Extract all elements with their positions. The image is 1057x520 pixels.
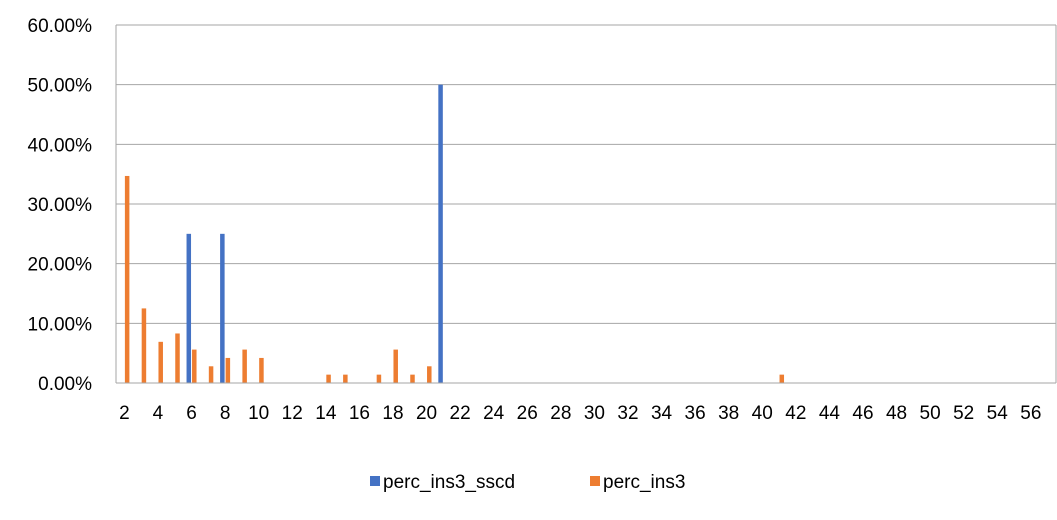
bar-perc_ins3_sscd (186, 233, 192, 383)
bar-perc_ins3 (158, 341, 163, 383)
bar-perc_ins3_sscd (220, 233, 225, 383)
x-tick-label: 44 (819, 403, 841, 424)
x-tick-label: 30 (584, 403, 605, 424)
bar-perc_ins3 (343, 374, 348, 383)
bar-perc_ins3 (427, 366, 432, 383)
bar-perc_ins3 (175, 333, 180, 383)
y-tick-label: 40.00% (28, 135, 93, 156)
legend-label-perc_ins3: perc_ins3 (603, 472, 685, 493)
y-tick-label: 10.00% (28, 314, 93, 335)
x-tick-label: 46 (852, 403, 873, 424)
x-tick-label: 50 (920, 403, 941, 424)
x-tick-label: 10 (248, 403, 269, 424)
bar-perc_ins3 (779, 374, 785, 383)
x-tick-label: 24 (483, 403, 505, 424)
y-tick-label: 60.00% (28, 16, 93, 37)
x-tick-label: 6 (186, 403, 197, 424)
x-tick-label: 38 (718, 403, 739, 424)
bars (124, 84, 785, 384)
x-tick-label: 16 (349, 403, 370, 424)
bar-perc_ins3 (376, 374, 382, 383)
x-tick-label: 20 (416, 403, 437, 424)
legend: perc_ins3_sscd perc_ins3 (370, 472, 685, 493)
x-tick-label: 32 (617, 403, 638, 424)
legend-swatch-perc_ins3_sscd (370, 476, 380, 486)
bar-perc_ins3 (242, 349, 247, 383)
axes: 0.00% 10.00% 20.00% 30.00% 40.00% 50.00% 60.00… (28, 16, 1056, 424)
x-tick-label: 28 (550, 403, 571, 424)
bar-perc_ins3 (225, 357, 231, 383)
x-tick-label: 40 (752, 403, 773, 424)
x-tick-label: 54 (987, 403, 1009, 424)
bar-perc_ins3 (141, 308, 147, 383)
bar-perc_ins3 (124, 175, 130, 383)
y-tick-label: 20.00% (28, 255, 93, 276)
bar-perc_ins3 (393, 349, 398, 383)
x-tick-label: 22 (450, 403, 471, 424)
bar-perc_ins3_sscd (438, 84, 443, 384)
x-tick-label: 4 (153, 403, 164, 424)
x-tick-label: 26 (517, 403, 538, 424)
x-tick-label: 56 (1020, 403, 1041, 424)
bar-perc_ins3 (259, 357, 264, 383)
x-tick-label: 34 (651, 403, 673, 424)
x-tick-label: 8 (220, 403, 231, 424)
bar-perc_ins3 (192, 349, 197, 383)
x-tick-label: 12 (282, 403, 303, 424)
x-tick-label: 14 (315, 403, 337, 424)
legend-label-perc_ins3_sscd: perc_ins3_sscd (383, 472, 515, 493)
x-tick-label: 52 (953, 403, 974, 424)
y-tick-label: 50.00% (28, 76, 93, 97)
y-tick-label: 0.00% (38, 374, 92, 395)
x-tick-label: 42 (785, 403, 806, 424)
x-tick-label: 18 (382, 403, 403, 424)
x-tick-label: 2 (119, 403, 130, 424)
gridlines (115, 24, 1057, 383)
bar-perc_ins3 (410, 374, 415, 383)
legend-swatch-perc_ins3 (590, 476, 600, 486)
bar-perc_ins3 (208, 366, 214, 383)
x-tick-label: 36 (685, 403, 706, 424)
y-tick-label: 30.00% (28, 195, 93, 216)
bar-perc_ins3 (326, 374, 331, 383)
x-tick-label: 48 (886, 403, 907, 424)
